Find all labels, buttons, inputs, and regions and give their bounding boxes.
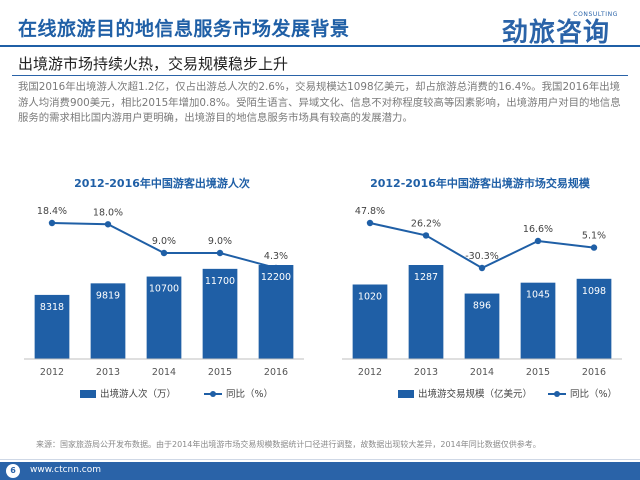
legend-line-label: 同比（%） [226, 388, 273, 400]
legend-bar-swatch [80, 390, 96, 398]
bar-value-label: 1020 [358, 292, 382, 303]
yoy-point [216, 249, 224, 257]
bar-value-label: 896 [473, 301, 491, 312]
section-subtitle: 出境游市场持续火热，交易规模稳步上升 [18, 55, 289, 73]
yoy-point [590, 244, 598, 251]
x-tick-label: 2012 [40, 367, 64, 378]
legend-line-marker [554, 391, 560, 397]
footer-divider [0, 459, 640, 460]
x-tick-label: 2016 [582, 367, 606, 378]
bar-value-label: 1287 [414, 272, 438, 283]
x-tick-label: 2013 [96, 367, 120, 378]
bar-2013 [90, 283, 126, 359]
yoy-label: -30.3% [465, 251, 499, 262]
chart-outbound-visits-svg: 2012-2016年中国游客出境游人次 8318 9819 10700 11700 122… [24, 176, 304, 400]
bar-2012 [34, 294, 70, 359]
yoy-point [272, 264, 280, 272]
legend-bar-swatch [398, 390, 414, 398]
bar-2016 [576, 278, 612, 359]
yoy-point [366, 219, 374, 227]
yoy-label: 26.2% [411, 218, 441, 229]
legend-bar-label: 出境游人次（万） [100, 388, 176, 400]
logo-text: 劲旅咨询 [502, 18, 611, 48]
chart-outbound-market-size: 2012-2016年中国游客出境游市场交易规模 1020 1287 896 1045 10… [332, 170, 627, 415]
bar-2014 [464, 293, 500, 359]
bar-2012 [352, 284, 388, 359]
chart-title: 2012-2016年中国游客出境游人次 [74, 176, 250, 190]
yoy-point [478, 264, 486, 272]
subtitle-divider [12, 75, 628, 76]
yoy-label: 18.0% [93, 207, 123, 218]
title-divider [0, 45, 640, 47]
x-tick-label: 2014 [470, 367, 494, 378]
x-tick-label: 2013 [414, 367, 438, 378]
bar-value-label: 11700 [205, 276, 235, 287]
bar-2015 [202, 268, 238, 359]
bar-value-label: 1098 [582, 286, 606, 297]
yoy-label: 9.0% [152, 236, 176, 247]
chart-outbound-visits: 2012-2016年中国游客出境游人次 8318 9819 10700 11700 122… [14, 170, 309, 415]
body-paragraph: 我国2016年出境游人次超1.2亿，仅占出游总人次的2.6%，交易规模达1098… [18, 81, 621, 124]
yoy-point [104, 221, 112, 228]
x-tick-label: 2012 [358, 367, 382, 378]
yoy-label: 18.4% [37, 206, 67, 217]
page-number: 6 [6, 464, 20, 478]
x-tick-label: 2015 [526, 367, 550, 378]
bar-2015 [520, 282, 556, 359]
yoy-label: 9.0% [208, 236, 232, 247]
yoy-point [160, 249, 168, 257]
bar-value-label: 9819 [96, 290, 120, 301]
yoy-label: 4.3% [264, 251, 288, 262]
bar-value-label: 12200 [261, 272, 291, 283]
company-logo: 劲旅咨询 CONSULTING [502, 8, 622, 48]
chart-title: 2012-2016年中国游客出境游市场交易规模 [370, 176, 591, 190]
chart-outbound-market-size-svg: 2012-2016年中国游客出境游市场交易规模 1020 1287 896 1045 10… [342, 176, 622, 400]
x-tick-label: 2014 [152, 367, 176, 378]
yoy-point [534, 237, 542, 245]
source-note: 来源：国家旅游局公开发布数据。由于2014年出境游市场交易规模数据统计口径进行调… [36, 440, 541, 449]
bar-2014 [146, 276, 182, 359]
bar-value-label: 10700 [149, 284, 179, 295]
x-tick-label: 2015 [208, 367, 232, 378]
bar-value-label: 8318 [40, 302, 64, 313]
footer-bar: 6 www.ctcnn.com [0, 462, 640, 480]
bar-value-label: 1045 [526, 290, 550, 301]
bar-2013 [408, 265, 444, 359]
yoy-label: 16.6% [523, 224, 553, 235]
bar-2016 [258, 265, 294, 359]
x-tick-label: 2016 [264, 367, 288, 378]
logo-subtext: CONSULTING [573, 11, 618, 18]
yoy-point [422, 232, 430, 239]
yoy-label: 47.8% [355, 206, 385, 217]
yoy-label: 5.1% [582, 231, 606, 242]
page-title: 在线旅游目的地信息服务市场发展背景 [18, 18, 350, 40]
legend-line-marker [210, 391, 216, 397]
website-url[interactable]: www.ctcnn.com [30, 465, 102, 475]
yoy-point [48, 219, 56, 227]
legend-line-label: 同比（%） [570, 388, 617, 400]
legend-bar-label: 出境游交易规模（亿美元） [418, 388, 532, 400]
